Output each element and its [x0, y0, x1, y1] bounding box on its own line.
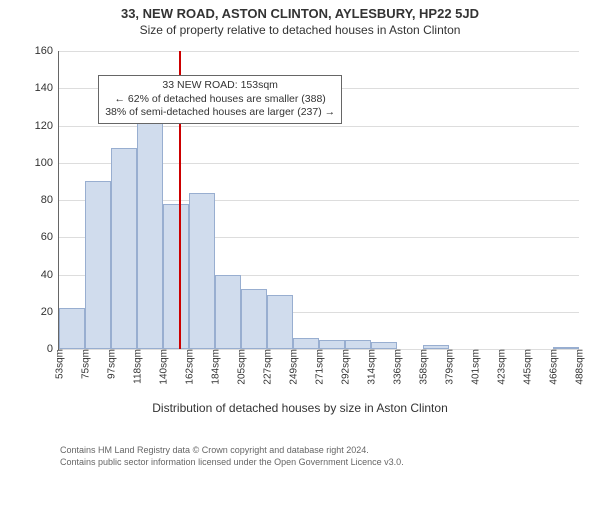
- y-tick-label: 40: [41, 269, 59, 281]
- x-tick-label: 249sqm: [287, 349, 300, 385]
- annotation-box: 33 NEW ROAD: 153sqm← 62% of detached hou…: [98, 75, 342, 124]
- histogram-bar: [85, 181, 111, 349]
- histogram-bar: [59, 308, 85, 349]
- y-tick-label: 100: [35, 157, 59, 169]
- x-tick-label: 97sqm: [105, 349, 118, 379]
- histogram-bar: [241, 289, 267, 349]
- x-tick-label: 140sqm: [157, 349, 170, 385]
- x-tick-label: 401sqm: [469, 349, 482, 385]
- annotation-line: 33 NEW ROAD: 153sqm: [105, 79, 335, 93]
- y-tick-label: 20: [41, 306, 59, 318]
- histogram-bar: [189, 193, 215, 349]
- x-tick-label: 488sqm: [573, 349, 586, 385]
- gridline: [59, 51, 579, 52]
- x-tick-label: 271sqm: [313, 349, 326, 385]
- histogram-bar: [319, 340, 345, 349]
- histogram-bar: [111, 148, 137, 349]
- histogram-bar: [215, 275, 241, 350]
- x-tick-label: 314sqm: [365, 349, 378, 385]
- plot-region: 02040608010012014016053sqm75sqm97sqm118s…: [58, 51, 579, 350]
- histogram-bar: [293, 338, 319, 349]
- histogram-bar: [345, 340, 371, 349]
- y-tick-label: 160: [35, 45, 59, 57]
- x-axis-label: Distribution of detached houses by size …: [0, 401, 600, 415]
- x-tick-label: 205sqm: [235, 349, 248, 385]
- x-tick-label: 445sqm: [521, 349, 534, 385]
- x-tick-label: 423sqm: [495, 349, 508, 385]
- x-tick-label: 162sqm: [183, 349, 196, 385]
- page-title: 33, NEW ROAD, ASTON CLINTON, AYLESBURY, …: [0, 6, 600, 21]
- annotation-line: ← 62% of detached houses are smaller (38…: [105, 93, 335, 107]
- histogram-bar: [163, 204, 189, 349]
- histogram-bar: [137, 112, 163, 349]
- y-tick-label: 60: [41, 231, 59, 243]
- chart-area: Number of detached properties 0204060801…: [0, 41, 600, 441]
- credits-line-1: Contains HM Land Registry data © Crown c…: [60, 445, 600, 457]
- credits: Contains HM Land Registry data © Crown c…: [0, 441, 600, 468]
- x-tick-label: 184sqm: [209, 349, 222, 385]
- y-tick-label: 140: [35, 82, 59, 94]
- x-tick-label: 118sqm: [131, 349, 144, 384]
- y-tick-label: 80: [41, 194, 59, 206]
- x-tick-label: 336sqm: [391, 349, 404, 385]
- x-tick-label: 53sqm: [53, 349, 66, 379]
- x-tick-label: 292sqm: [339, 349, 352, 385]
- x-tick-label: 75sqm: [79, 349, 92, 379]
- annotation-line: 38% of semi-detached houses are larger (…: [105, 106, 335, 120]
- histogram-bar: [267, 295, 293, 349]
- histogram-bar: [371, 342, 397, 349]
- page-subtitle: Size of property relative to detached ho…: [0, 23, 600, 37]
- x-tick-label: 227sqm: [261, 349, 274, 385]
- y-tick-label: 120: [35, 120, 59, 132]
- x-tick-label: 358sqm: [417, 349, 430, 385]
- x-tick-label: 466sqm: [547, 349, 560, 385]
- x-tick-label: 379sqm: [443, 349, 456, 385]
- credits-line-2: Contains public sector information licen…: [60, 457, 600, 469]
